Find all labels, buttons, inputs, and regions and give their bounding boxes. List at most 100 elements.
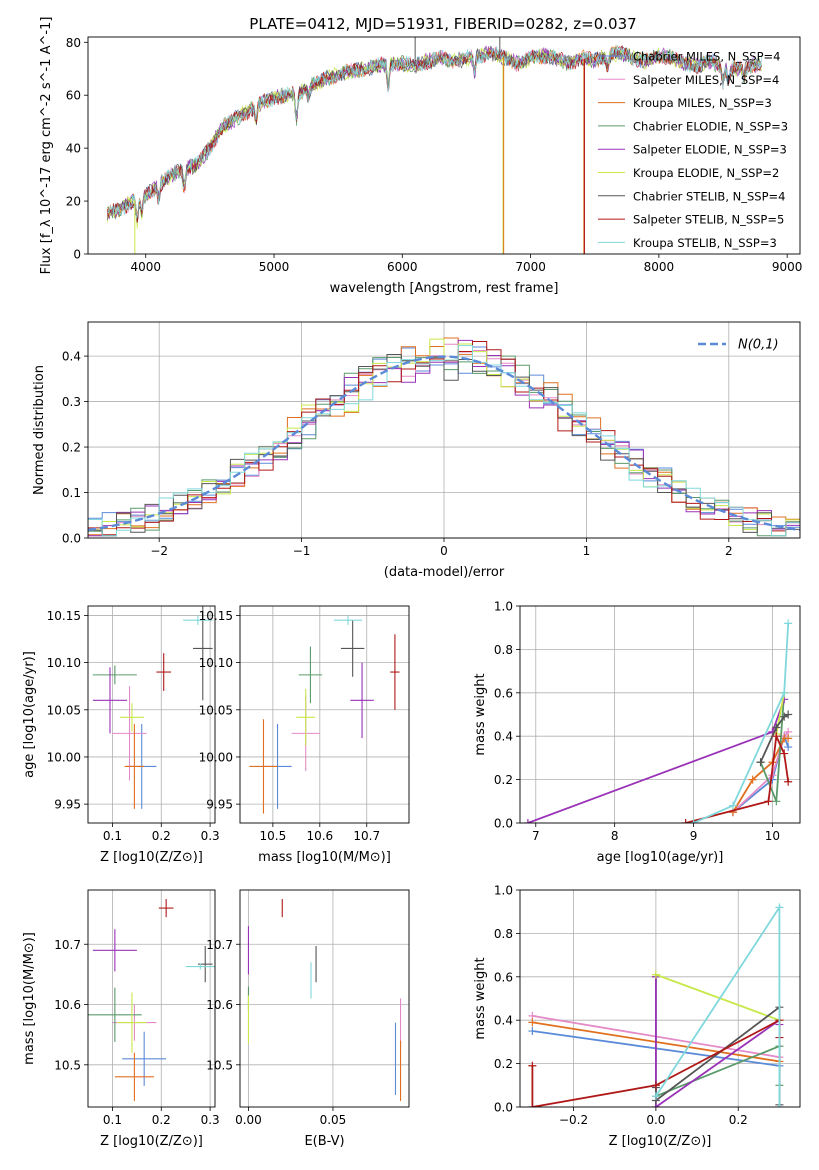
x-tick-label: 8000 [644,260,675,274]
x-tick-label: −1 [293,544,311,558]
spectrum-line-chabrier-stelib [106,46,762,223]
panel-spectrum: 4000 5000 6000 7000 8000 9000 0 20 40 60 80 wavelen… [39,17,803,296]
plot-area [249,615,400,814]
x-tick-label: 5000 [259,260,290,274]
weight-marker [651,1092,660,1101]
x-tick-label: 7 [532,829,540,843]
weight-marker [748,775,757,784]
errorbar-kroupa-elodie [296,689,316,746]
plot-area [88,899,215,1101]
y-tick-label: 10.7 [206,938,233,952]
weight-marker [784,743,793,752]
errorbar-kroupa-stelib [333,615,363,625]
y-axis-label: Normed distribution [32,365,47,495]
y-tick-label: 0.4 [494,1014,513,1028]
y-tick-label: 9.95 [54,798,81,812]
errorbar-chabrier-elodie [88,987,142,1042]
y-tick-label: 10.05 [199,703,233,717]
weight-line [759,713,789,763]
errorbar-salpeter-miles [112,686,147,781]
weight-marker [772,723,781,732]
histogram-chabrier-stelib [88,354,800,537]
plot-area [247,899,402,1101]
errorbar-chabrier-miles [122,1031,167,1086]
weight-marker [784,734,793,743]
panel-age_vs_Z: 0.1 0.2 0.3 9.95 10.00 10.05 10.10 10.15 Z [log1… [22,605,220,865]
y-tick-label: 10.5 [206,1058,233,1072]
errorbar-salpeter-stelib [156,653,172,691]
errorbar-chabrier-stelib [340,620,365,677]
y-tick-label: 0 [73,248,81,262]
x-tick-label: 10.7 [353,829,380,843]
weight-series-kroupa-elodie [651,970,784,1025]
weight-marker [780,688,789,697]
x-tick-label: −2 [150,544,168,558]
weight-marker [784,619,793,628]
errorbar-kroupa-stelib [185,963,215,970]
weight-marker [651,970,660,979]
x-axis-label: wavelength [Angstrom, rest frame] [330,281,559,296]
legend-label: Kroupa STELIB, N_SSP=3 [633,236,777,250]
errorbar-chabrier-elodie [298,646,323,704]
y-tick-label: 10.15 [199,609,233,623]
y-tick-label: 10.10 [47,656,81,670]
weight-marker [775,903,784,912]
weight-marker [728,801,737,810]
axes-frame [87,36,801,255]
errorbar-salpeter-stelib [158,899,174,918]
y-tick-label: 0.0 [494,1101,513,1115]
errorbar-kroupa-elodie [119,703,145,732]
weight-series-salpeter-stelib [681,732,793,823]
errorbar-kroupa-elodie [117,992,147,1053]
weight-line [732,731,789,813]
y-axis-label: mass weight [473,673,488,755]
weight-marker [528,1061,537,1070]
weight-series-kroupa-stelib [651,903,784,1107]
legend-label: Kroupa MILES, N_SSP=3 [633,96,772,110]
y-tick-label: 0.2 [494,1057,513,1071]
errorbar-kroupa-stelib [183,615,213,625]
panel-residuals: −2 −1 0 1 2 0.0 0.1 0.2 0.3 0.4 (data-model)/error… [32,321,801,580]
weight-marker [772,797,781,806]
weight-line [655,976,781,1098]
spectrum-line-kroupa-elodie [106,47,762,229]
y-tick-label: 10.00 [199,750,233,764]
x-tick-label: 8 [611,829,619,843]
y-axis-label: Flux [f_λ 10^-17 erg cm^-2 s^-1 A^-1] [39,17,54,275]
spectrum-legend: Chabrier MILES, N_SSP=4 Salpeter MILES, N… [598,50,788,250]
y-tick-label: 0.1 [62,486,81,500]
y-tick-label: 10.6 [54,998,81,1012]
weight-marker [689,819,698,823]
legend-label: N(0,1) [738,338,779,353]
weight-line [655,1005,781,1105]
plot-area [92,606,213,809]
panel-age_vs_mass: 10.5 10.6 10.7 9.95 10.00 10.05 10.10 10.15 mass… [199,605,410,865]
x-tick-label: 0.00 [235,1113,262,1127]
y-tick-label: 0.4 [494,730,513,744]
x-tick-label: 9000 [772,260,803,274]
x-tick-label: 10 [765,829,780,843]
x-axis-label: mass [log10(M/M⊙)] [258,850,391,865]
x-tick-label: 0.2 [152,829,171,843]
plot-area [106,37,762,254]
legend-label: Salpeter ELODIE, N_SSP=3 [633,143,787,157]
x-tick-label: 10.5 [260,829,287,843]
y-axis-label: mass [log10(M/M⊙)] [22,932,37,1065]
histogram-kroupa-stelib [88,345,800,537]
x-tick-label: 0.3 [201,1113,220,1127]
weight-marker [772,732,781,741]
panel-weight_vs_age: 7 8 9 10 0.0 0.2 0.4 0.6 0.8 1.0 age [log10(age/yr… [473,600,801,865]
weight-marker [528,1027,537,1036]
legend-label: Chabrier STELIB, N_SSP=4 [633,189,785,203]
y-tick-label: 0.0 [62,532,81,546]
weight-marker [775,1103,784,1107]
chart-panels: 4000 5000 6000 7000 8000 9000020406080wavelen… [22,17,803,1149]
weight-marker [780,749,789,758]
y-tick-label: 10.05 [47,703,81,717]
weight-marker [756,758,765,767]
weight-marker [528,1103,537,1107]
y-tick-label: 0.6 [494,686,513,700]
x-tick-label: 1 [583,544,591,558]
axes-frame [239,889,410,1108]
weight-series-kroupa-stelib [689,619,793,823]
